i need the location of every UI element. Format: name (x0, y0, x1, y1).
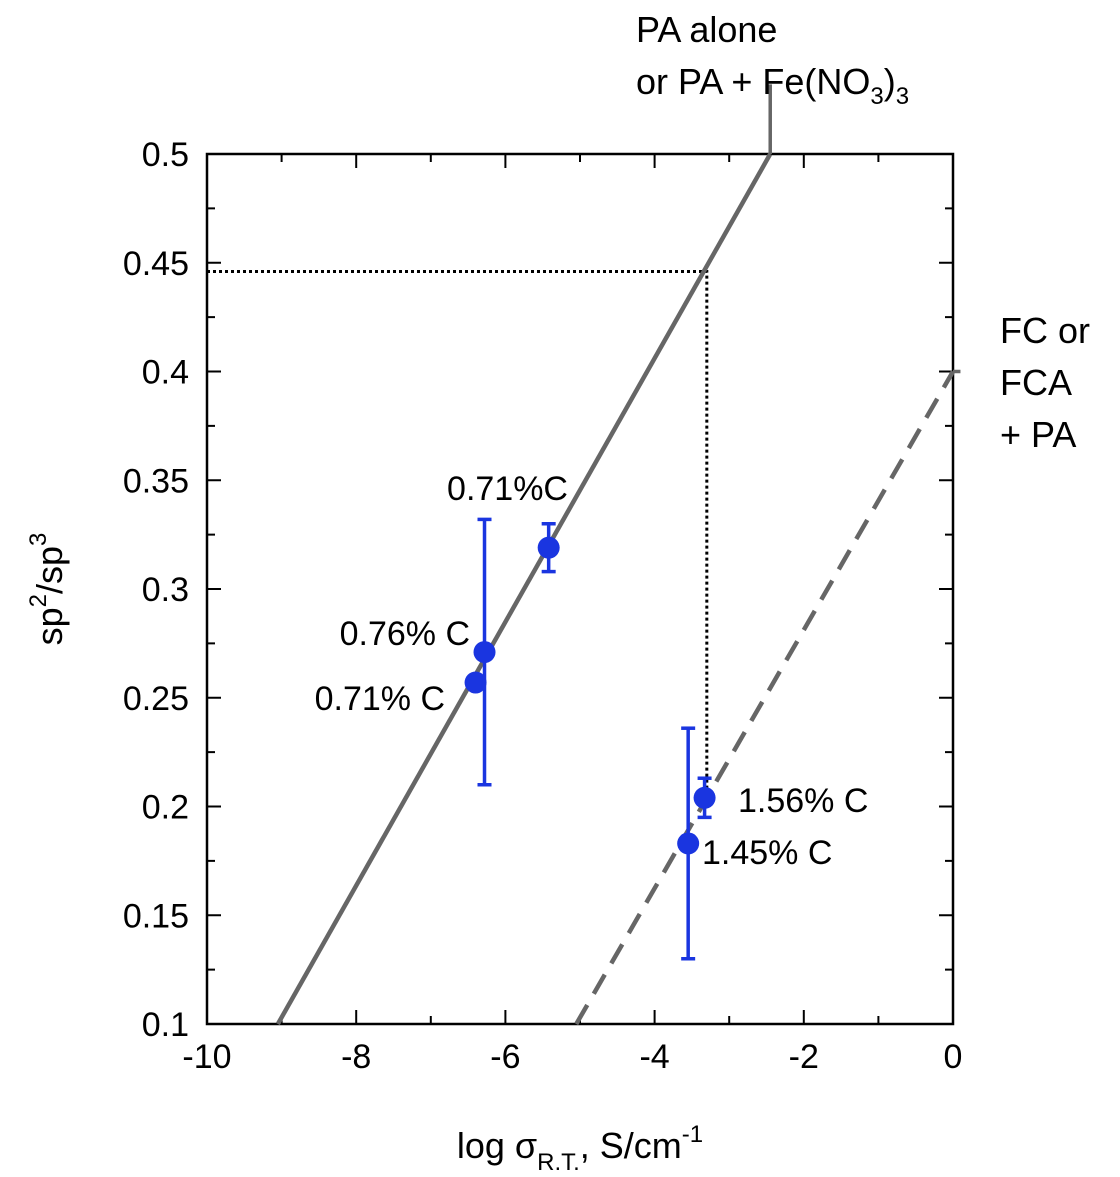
data-point (464, 671, 487, 694)
data-point-label: 0.76% C (340, 615, 470, 653)
y-tick-label: 0.35 (123, 462, 189, 500)
x-tick-label: -10 (182, 1038, 231, 1076)
fit-line-label: PA alone (636, 9, 777, 50)
y-tick-label: 0.25 (123, 680, 189, 718)
data-points (464, 517, 716, 961)
fc-fca-pa-fit-line (574, 370, 955, 1026)
data-point (537, 536, 560, 559)
annotations: PA alone or PA + Fe(NO3)3 FC or FCA + PA 0.71… (315, 9, 1090, 872)
plot-frame (205, 152, 955, 1026)
y-axis-title: sp2/sp3 (25, 533, 70, 646)
fit-line-label: FCA (1000, 362, 1072, 403)
axis-titles: log σR.T., S/cm-1 sp2/sp3 (25, 533, 703, 1176)
data-point-label: 1.56% C (738, 782, 868, 820)
data-point-label: 0.71%C (447, 470, 568, 508)
fit-line-label: + PA (1000, 414, 1076, 455)
x-tick-label: -8 (341, 1038, 371, 1076)
y-tick-label: 0.45 (123, 245, 189, 283)
data-point (473, 641, 496, 664)
y-tick-label: 0.4 (142, 354, 189, 392)
fit-line-label: or PA + Fe(NO3)3 (636, 61, 909, 110)
data-point (693, 786, 716, 809)
x-tick-label: -2 (789, 1038, 819, 1076)
y-tick-label: 0.1 (142, 1006, 189, 1044)
dotted-reference-line (207, 269, 709, 798)
x-tick-label: 0 (944, 1038, 963, 1076)
data-point-label: 0.71% C (315, 680, 445, 718)
fit-lines (275, 84, 961, 1026)
y-tick-label: 0.2 (142, 789, 189, 827)
reference-lines (207, 269, 709, 798)
pa-fit-line (275, 152, 773, 1026)
y-tick-label: 0.5 (142, 136, 189, 174)
y-tick-label: 0.3 (142, 571, 189, 609)
x-axis-title: log σR.T., S/cm-1 (457, 1121, 703, 1176)
y-tick-label: 0.15 (123, 897, 189, 935)
axis-ticks: -10 -8 -6 -4 -2 0 0.1 0.15 0.2 0.25 0.3 0.35 0.4 0.45… (123, 136, 963, 1076)
fit-line-label: FC or (1000, 310, 1090, 351)
x-tick-label: -6 (490, 1038, 520, 1076)
data-point-label: 1.45% C (702, 834, 832, 872)
x-tick-label: -4 (639, 1038, 669, 1076)
data-point (677, 832, 700, 855)
